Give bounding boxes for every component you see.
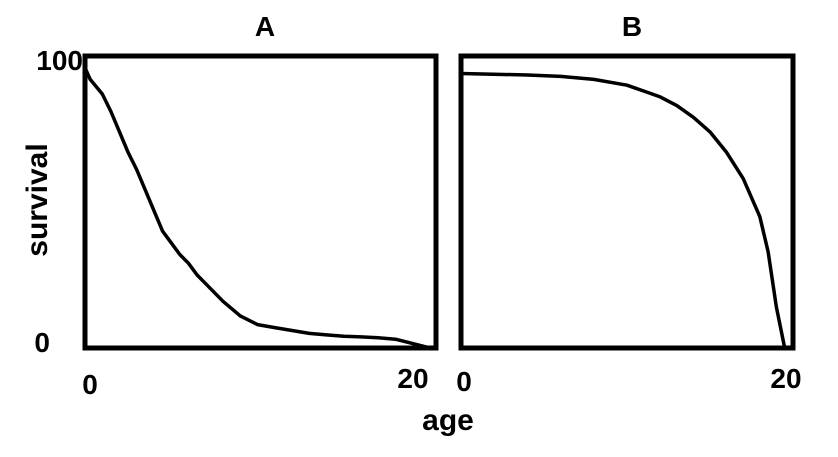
panel-b-survival-line xyxy=(459,71,787,350)
panel-b-xtick-0: 0 xyxy=(456,366,472,397)
x-axis-label: age xyxy=(422,404,474,437)
panel-a-plot xyxy=(83,65,432,350)
panel-b-frame xyxy=(458,53,796,351)
panel-a: A 100 0 0 20 xyxy=(34,11,439,400)
panel-a-xtick-20: 20 xyxy=(397,363,428,394)
panel-b-xtick-20: 20 xyxy=(770,363,801,394)
panel-a-survival-line xyxy=(83,65,432,350)
panel-b: B 0 20 xyxy=(456,11,801,397)
panel-a-xtick-0: 0 xyxy=(82,369,98,400)
panel-a-ytick-100: 100 xyxy=(36,45,83,76)
panel-b-plot xyxy=(459,71,787,350)
panel-a-ytick-0: 0 xyxy=(34,327,50,358)
y-axis-label: survival xyxy=(21,143,54,256)
panel-b-title: B xyxy=(622,11,642,42)
panel-a-frame xyxy=(82,53,439,351)
panel-a-title: A xyxy=(255,11,275,42)
